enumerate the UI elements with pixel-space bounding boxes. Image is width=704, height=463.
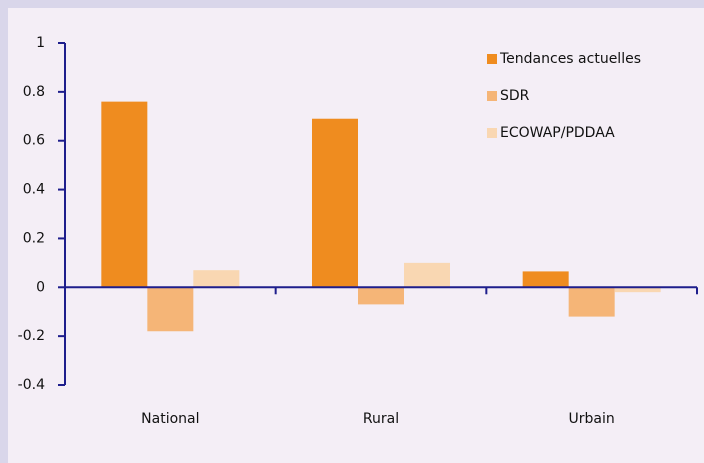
y-tick-label: 1 <box>36 35 45 51</box>
x-tick-label: Rural <box>363 411 399 427</box>
y-tick-label: -0.4 <box>18 377 45 393</box>
bar <box>522 271 569 288</box>
x-tick-label: Urbain <box>569 411 615 427</box>
legend-label: SDR <box>500 88 530 104</box>
y-tick-label: -0.2 <box>18 328 45 344</box>
bar <box>147 287 194 332</box>
bar <box>193 270 240 288</box>
bar <box>614 287 661 293</box>
bar <box>404 262 450 288</box>
y-tick-label: 0.8 <box>23 84 45 100</box>
legend-swatch <box>487 54 497 64</box>
legend-swatch <box>487 91 497 101</box>
bar <box>568 287 615 317</box>
y-tick-label: 0 <box>36 279 45 295</box>
legend-label: Tendances actuelles <box>499 51 641 67</box>
y-tick-label: 0.2 <box>23 230 45 246</box>
bar <box>312 118 358 288</box>
x-tick-label: National <box>141 411 199 427</box>
bar <box>358 287 404 305</box>
y-tick-label: 0.4 <box>23 182 45 198</box>
legend-swatch <box>487 128 497 138</box>
bar <box>101 101 148 288</box>
y-tick-label: 0.6 <box>23 133 45 149</box>
legend-label: ECOWAP/PDDAA <box>500 125 615 141</box>
